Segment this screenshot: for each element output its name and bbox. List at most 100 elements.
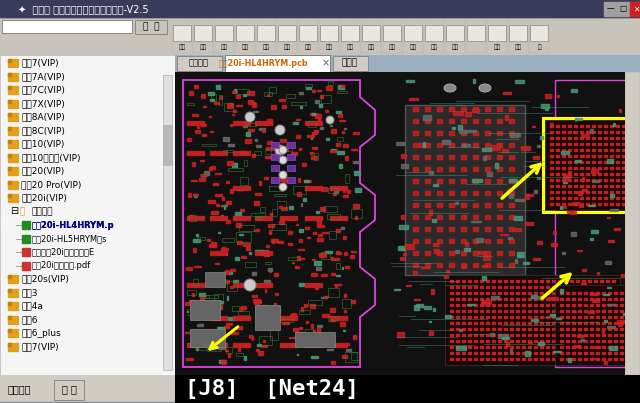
Bar [269,230,271,234]
Bar [608,240,614,242]
Bar [193,121,195,125]
Bar [600,322,603,324]
Bar [522,316,525,318]
Bar [187,311,188,312]
Bar [616,131,619,133]
Bar [163,75,172,370]
Bar [227,104,233,108]
Bar [606,291,609,294]
Bar [223,150,233,152]
Bar [492,297,495,300]
Bar [200,297,204,301]
Bar [199,121,201,125]
Bar [578,303,581,306]
Bar [568,191,571,193]
Bar [336,343,338,347]
Bar [578,310,581,312]
Bar [485,131,490,135]
Bar [608,328,611,330]
Bar [261,121,263,125]
Bar [556,197,559,199]
Bar [590,345,593,348]
Bar [606,345,609,348]
Bar [280,316,282,320]
Bar [456,316,459,318]
Bar [586,143,589,145]
Bar [590,328,593,330]
Bar [574,154,577,157]
Bar [186,357,193,360]
Bar [588,351,591,354]
Bar [566,322,569,324]
Bar [236,216,238,220]
Bar [566,303,569,306]
Bar [594,291,597,294]
Bar [256,145,261,147]
Bar [188,193,191,197]
Bar [540,357,543,360]
Bar [225,151,227,155]
Bar [236,223,241,227]
Bar [350,255,354,258]
Bar [267,121,269,125]
Bar [248,283,250,287]
Bar [192,114,198,116]
Bar [310,152,313,154]
Bar [219,343,221,347]
Circle shape [279,171,287,179]
Bar [546,339,549,342]
Bar [516,351,519,354]
Bar [239,225,254,231]
Bar [305,329,313,336]
Bar [586,160,589,163]
Bar [492,296,499,299]
Bar [550,179,553,181]
Bar [319,21,339,53]
Bar [437,227,442,231]
Bar [269,87,275,93]
Bar [333,186,335,190]
Bar [409,98,419,100]
Bar [8,194,18,202]
Bar [321,95,331,103]
Bar [588,328,591,330]
Bar [295,216,297,220]
Bar [429,170,433,174]
Bar [510,322,513,324]
Bar [187,151,189,155]
Bar [462,280,465,282]
Bar [342,131,344,133]
Bar [596,297,599,300]
Bar [198,237,205,240]
Bar [462,265,466,268]
Bar [474,297,477,300]
Bar [429,330,433,335]
Bar [253,230,256,231]
Bar [552,328,555,330]
Bar [560,291,563,294]
Bar [306,87,310,89]
Bar [607,217,610,218]
Bar [437,107,442,111]
Bar [230,124,232,126]
Bar [604,191,607,193]
Bar [446,25,464,41]
Text: 荣耀20i-HL4HRYM.p: 荣耀20i-HL4HRYM.p [32,220,115,229]
Bar [265,156,271,158]
Bar [326,110,328,112]
Bar [473,239,478,243]
Bar [497,239,502,243]
Bar [227,281,237,291]
Bar [305,84,312,87]
Bar [413,191,418,195]
Bar [252,154,255,157]
Bar [193,151,195,155]
Bar [237,189,243,191]
Bar [421,266,429,268]
Bar [473,131,478,135]
Bar [413,227,418,231]
Bar [522,334,525,336]
Bar [572,311,576,312]
Bar [492,291,495,294]
Bar [556,131,559,133]
